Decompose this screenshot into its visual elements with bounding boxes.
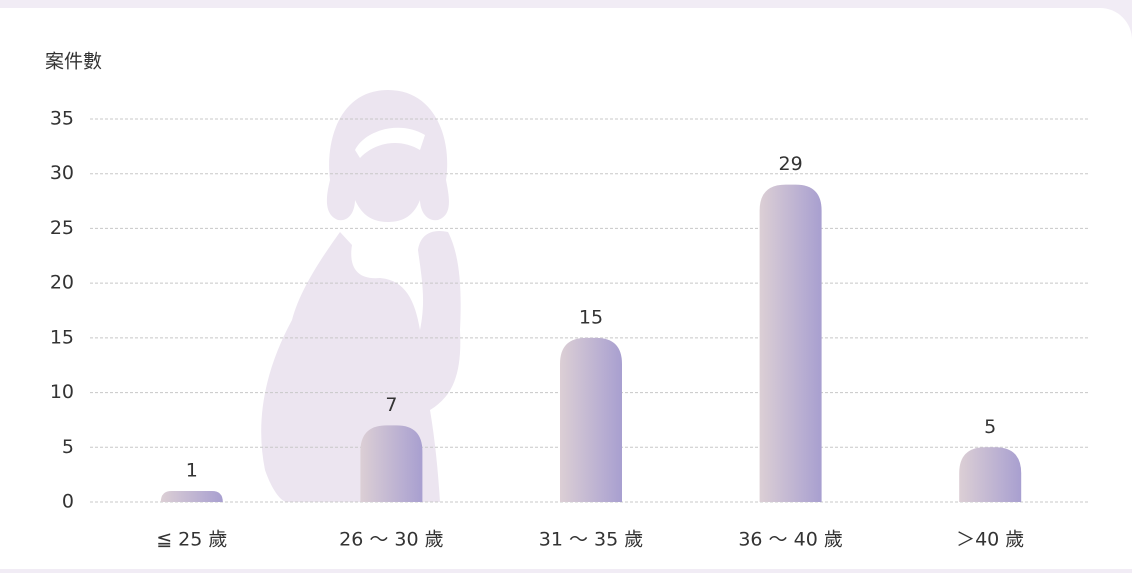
y-tick-label: 30	[50, 162, 74, 184]
data-label: 7	[385, 394, 397, 416]
y-tick-label: 35	[50, 108, 74, 130]
y-tick-label: 25	[50, 217, 74, 239]
y-tick-label: 20	[50, 272, 74, 294]
x-tick-label: ＞40 歲	[956, 529, 1024, 551]
bar	[959, 447, 1021, 502]
data-label: 5	[984, 416, 996, 438]
bar	[161, 491, 223, 502]
bar	[760, 185, 822, 502]
data-label: 1	[186, 460, 198, 482]
x-tick-label: 31 ～ 35 歲	[539, 529, 643, 551]
bar	[360, 425, 422, 502]
y-tick-label: 0	[62, 491, 74, 513]
y-tick-label: 10	[50, 381, 74, 403]
y-tick-label: 15	[50, 326, 74, 348]
y-axis-label: 案件數	[45, 51, 102, 73]
data-label: 15	[579, 306, 603, 328]
x-tick-label: 26 ～ 30 歲	[339, 529, 443, 551]
x-tick-label: 36 ～ 40 歲	[738, 529, 842, 551]
data-label: 29	[779, 153, 803, 175]
chart: 案件數 0 5 10 15 20 25 30 35 ≦ 25 歲 1 26 ～ 30 歲 7 31 ～ …	[0, 0, 1132, 569]
x-tick-label: ≦ 25 歲	[156, 529, 227, 551]
y-tick-label: 5	[62, 436, 74, 458]
bar	[560, 338, 622, 502]
